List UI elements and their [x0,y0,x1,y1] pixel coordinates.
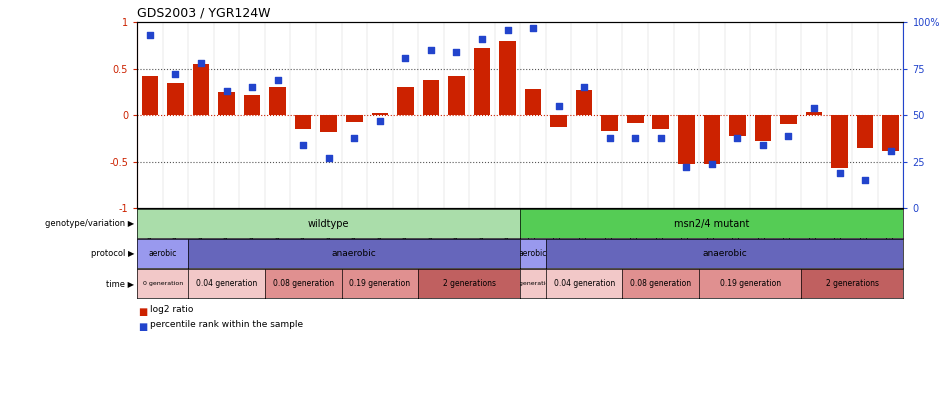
Text: 0 generation: 0 generation [143,281,183,286]
Point [704,160,719,167]
Bar [499,41,516,115]
Bar [602,115,618,131]
Point [525,25,540,31]
Point [832,170,847,176]
Text: 2 generations: 2 generations [826,279,879,288]
Point [755,142,770,148]
Point [780,132,796,139]
Bar [321,115,337,132]
Bar [857,115,873,148]
Text: log2 ratio: log2 ratio [150,305,194,314]
Point [857,177,872,183]
Text: 0.04 generation: 0.04 generation [196,279,257,288]
Bar [883,115,899,151]
Bar [346,115,362,122]
Bar [551,115,567,127]
Point [448,49,464,55]
Bar [678,115,694,164]
Bar [219,92,235,115]
Point [193,60,208,66]
Bar [806,111,822,115]
Text: 0.08 generation: 0.08 generation [630,279,692,288]
Bar [397,87,413,115]
Bar [525,89,541,115]
Bar [142,76,158,115]
Point [678,164,693,171]
Point [346,134,361,141]
Bar [193,64,209,115]
Bar [167,83,184,115]
Bar [244,95,260,115]
Text: time ▶: time ▶ [106,279,134,288]
Text: percentile rank within the sample: percentile rank within the sample [150,320,304,329]
Bar [729,115,745,136]
Point [499,26,515,33]
Bar [372,113,388,115]
Text: 0.19 generation: 0.19 generation [720,279,780,288]
Point [295,142,310,148]
Point [244,84,259,91]
Bar [755,115,771,141]
Text: 0.19 generation: 0.19 generation [349,279,411,288]
Point [372,117,387,124]
Text: protocol ▶: protocol ▶ [91,249,134,258]
Point [271,77,286,83]
Point [321,155,337,161]
Text: 0.04 generation: 0.04 generation [553,279,615,288]
Point [167,71,183,78]
Text: msn2/4 mutant: msn2/4 mutant [674,219,749,228]
Point [576,84,591,91]
Text: genotype/variation ▶: genotype/variation ▶ [45,219,134,228]
Point [474,36,489,42]
Point [551,103,566,109]
Point [653,134,668,141]
Bar [704,115,720,164]
Text: 0.08 generation: 0.08 generation [272,279,334,288]
Text: GDS2003 / YGR124W: GDS2003 / YGR124W [137,7,271,20]
Text: aerobic: aerobic [519,249,547,258]
Bar [270,87,286,115]
Point [729,134,745,141]
Text: 2 generations: 2 generations [443,279,496,288]
Point [602,134,617,141]
Point [806,104,821,111]
Text: anaerobic: anaerobic [332,249,377,258]
Bar [780,115,797,124]
Text: aerobic: aerobic [149,249,177,258]
Bar [627,115,643,123]
Point [627,134,642,141]
Point [142,32,157,38]
Text: 0 generation: 0 generation [513,281,553,286]
Bar [653,115,669,129]
Text: anaerobic: anaerobic [702,249,747,258]
Bar [423,80,439,115]
Bar [832,115,848,168]
Text: ■: ■ [138,307,148,317]
Point [219,88,234,94]
Bar [474,48,490,115]
Text: wildtype: wildtype [308,219,349,228]
Point [883,147,898,154]
Bar [295,115,311,129]
Bar [448,76,464,115]
Point [423,47,438,53]
Point [397,54,412,61]
Bar [576,90,592,115]
Text: ■: ■ [138,322,148,333]
